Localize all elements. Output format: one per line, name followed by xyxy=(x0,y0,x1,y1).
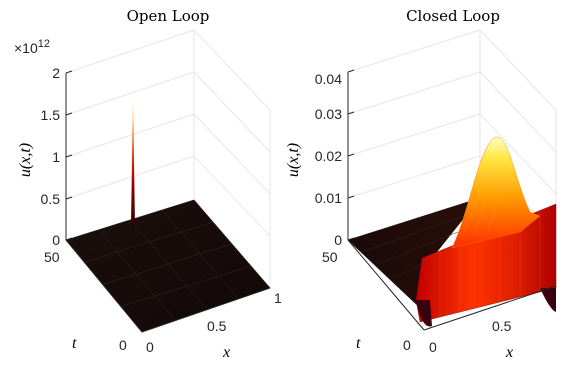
closed-ttick-50: 50 xyxy=(322,249,338,265)
closed-ttick-0: 0 xyxy=(403,337,411,353)
chart-closed-loop: 0 0.01 0.02 0.03 0.04 50 0 0 0.5 t x u(x… xyxy=(285,7,557,361)
closed-z-tick-labels: 0 0.01 0.02 0.03 0.04 xyxy=(315,71,342,248)
closed-hump-mesh xyxy=(461,149,515,239)
open-surface-mesh xyxy=(84,209,252,319)
open-surface xyxy=(65,199,271,333)
open-ttick-0: 0 xyxy=(119,337,127,353)
open-ztick-1: 0.5 xyxy=(41,191,61,207)
open-z-ticks xyxy=(65,70,73,241)
closed-x-label: x xyxy=(505,344,513,361)
closed-xtick-0: 0 xyxy=(429,339,437,355)
closed-wall xyxy=(415,203,557,323)
open-ztick-3: 1.5 xyxy=(41,107,61,123)
open-z-label: u(x,t) xyxy=(17,143,34,177)
open-xtick-1: 1 xyxy=(274,290,282,306)
open-z-tick-labels: 0 0.5 1 1.5 2 xyxy=(41,65,61,248)
open-t-label: t xyxy=(72,335,77,352)
closed-hump xyxy=(451,136,541,249)
open-title: Open Loop xyxy=(127,7,210,25)
chart-open-loop: 0 0.5 1 1.5 2 ×1012 50 0 0 0.5 1 t x u(x… xyxy=(14,7,282,361)
open-ztick-2: 1 xyxy=(52,149,60,165)
closed-title: Closed Loop xyxy=(406,7,500,25)
closed-ztick-1: 0.01 xyxy=(315,190,342,206)
open-spike xyxy=(131,95,135,226)
closed-z-ticks xyxy=(347,69,355,241)
open-ttick-50: 50 xyxy=(44,249,60,265)
closed-t-label: t xyxy=(356,335,361,352)
closed-z-label: u(x,t) xyxy=(285,143,302,177)
closed-ztick-3: 0.03 xyxy=(315,106,342,122)
open-xtick-05: 0.5 xyxy=(207,318,227,334)
closed-dip-left xyxy=(416,300,432,327)
closed-ztick-4: 0.04 xyxy=(315,71,342,87)
open-xtick-0: 0 xyxy=(146,339,154,355)
open-x-label: x xyxy=(222,344,230,361)
closed-xtick-05: 0.5 xyxy=(492,318,512,334)
closed-dip-right xyxy=(540,288,556,312)
open-z-exponent: ×1012 xyxy=(14,38,50,56)
closed-ztick-2: 0.02 xyxy=(315,148,342,164)
closed-ztick-0: 0 xyxy=(334,232,342,248)
open-ztick-0: 0 xyxy=(52,232,60,248)
open-ztick-4: 2 xyxy=(52,65,60,81)
